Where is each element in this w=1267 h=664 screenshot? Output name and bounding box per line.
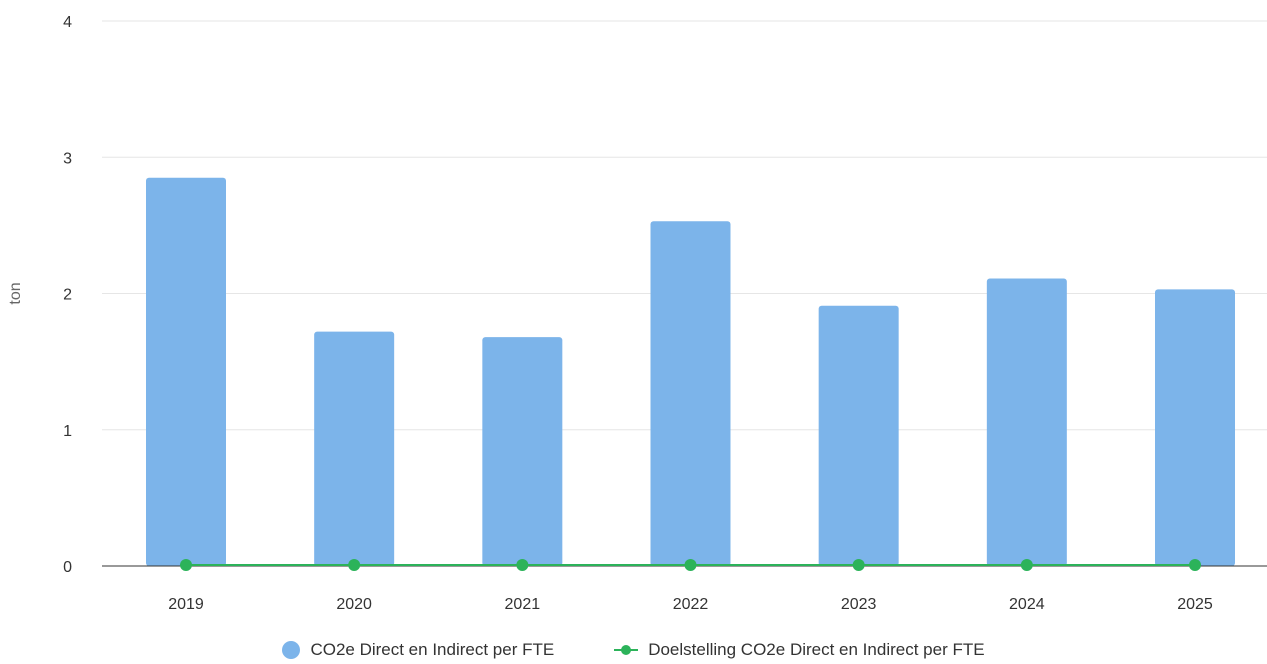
bar[interactable]	[314, 331, 395, 566]
y-tick-label: 1	[63, 423, 72, 440]
legend-line-swatch-icon	[614, 644, 639, 656]
target-point[interactable]	[180, 559, 192, 571]
legend: CO2e Direct en Indirect per FTE Doelstel…	[0, 640, 1267, 660]
legend-label-bars: CO2e Direct en Indirect per FTE	[310, 640, 555, 659]
target-line-series	[180, 559, 1201, 571]
bar[interactable]	[146, 177, 226, 566]
x-tick-label: 2025	[1177, 596, 1213, 613]
target-point[interactable]	[516, 559, 529, 571]
x-axis-tick-labels: 2019 2020 2021 2022 2023 2024 2025	[168, 596, 1213, 613]
bar-series	[146, 177, 1235, 566]
y-tick-label: 4	[63, 14, 72, 31]
y-axis-title: ton	[7, 282, 24, 304]
x-tick-label: 2023	[841, 596, 877, 613]
legend-item-target[interactable]: Doelstelling CO2e Direct en Indirect per…	[614, 640, 985, 660]
chart: 0 1 2 3 4 2019 2020 2021 2022 2023 2024 2025 ton	[7, 14, 1267, 613]
target-point[interactable]	[1020, 559, 1033, 571]
x-tick-label: 2021	[505, 596, 541, 613]
target-point[interactable]	[348, 559, 361, 571]
x-tick-label: 2024	[1009, 596, 1045, 613]
bar[interactable]	[818, 305, 899, 566]
bar[interactable]	[1155, 289, 1235, 566]
x-tick-label: 2020	[336, 596, 372, 613]
y-axis-tick-labels: 0 1 2 3 4	[63, 14, 72, 576]
target-point[interactable]	[1189, 559, 1201, 571]
bar[interactable]	[986, 278, 1067, 566]
x-tick-label: 2022	[673, 596, 709, 613]
y-tick-label: 2	[63, 287, 72, 304]
bar[interactable]	[650, 221, 731, 566]
y-tick-label: 0	[63, 559, 72, 576]
legend-item-bars[interactable]: CO2e Direct en Indirect per FTE	[282, 640, 554, 660]
legend-bar-swatch-icon	[282, 641, 301, 659]
target-point[interactable]	[852, 559, 865, 571]
x-tick-label: 2019	[168, 596, 204, 613]
target-point[interactable]	[684, 559, 697, 571]
legend-label-target: Doelstelling CO2e Direct en Indirect per…	[648, 640, 985, 659]
bar[interactable]	[482, 337, 563, 566]
y-tick-label: 3	[63, 150, 72, 167]
